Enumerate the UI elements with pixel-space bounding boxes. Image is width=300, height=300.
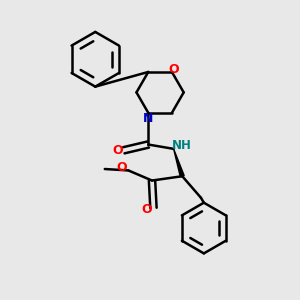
Text: N: N xyxy=(142,112,153,124)
Polygon shape xyxy=(174,149,184,177)
Text: O: O xyxy=(169,63,179,76)
Text: O: O xyxy=(142,203,152,216)
Text: O: O xyxy=(117,161,128,174)
Text: O: O xyxy=(112,144,123,157)
Text: NH: NH xyxy=(172,139,192,152)
